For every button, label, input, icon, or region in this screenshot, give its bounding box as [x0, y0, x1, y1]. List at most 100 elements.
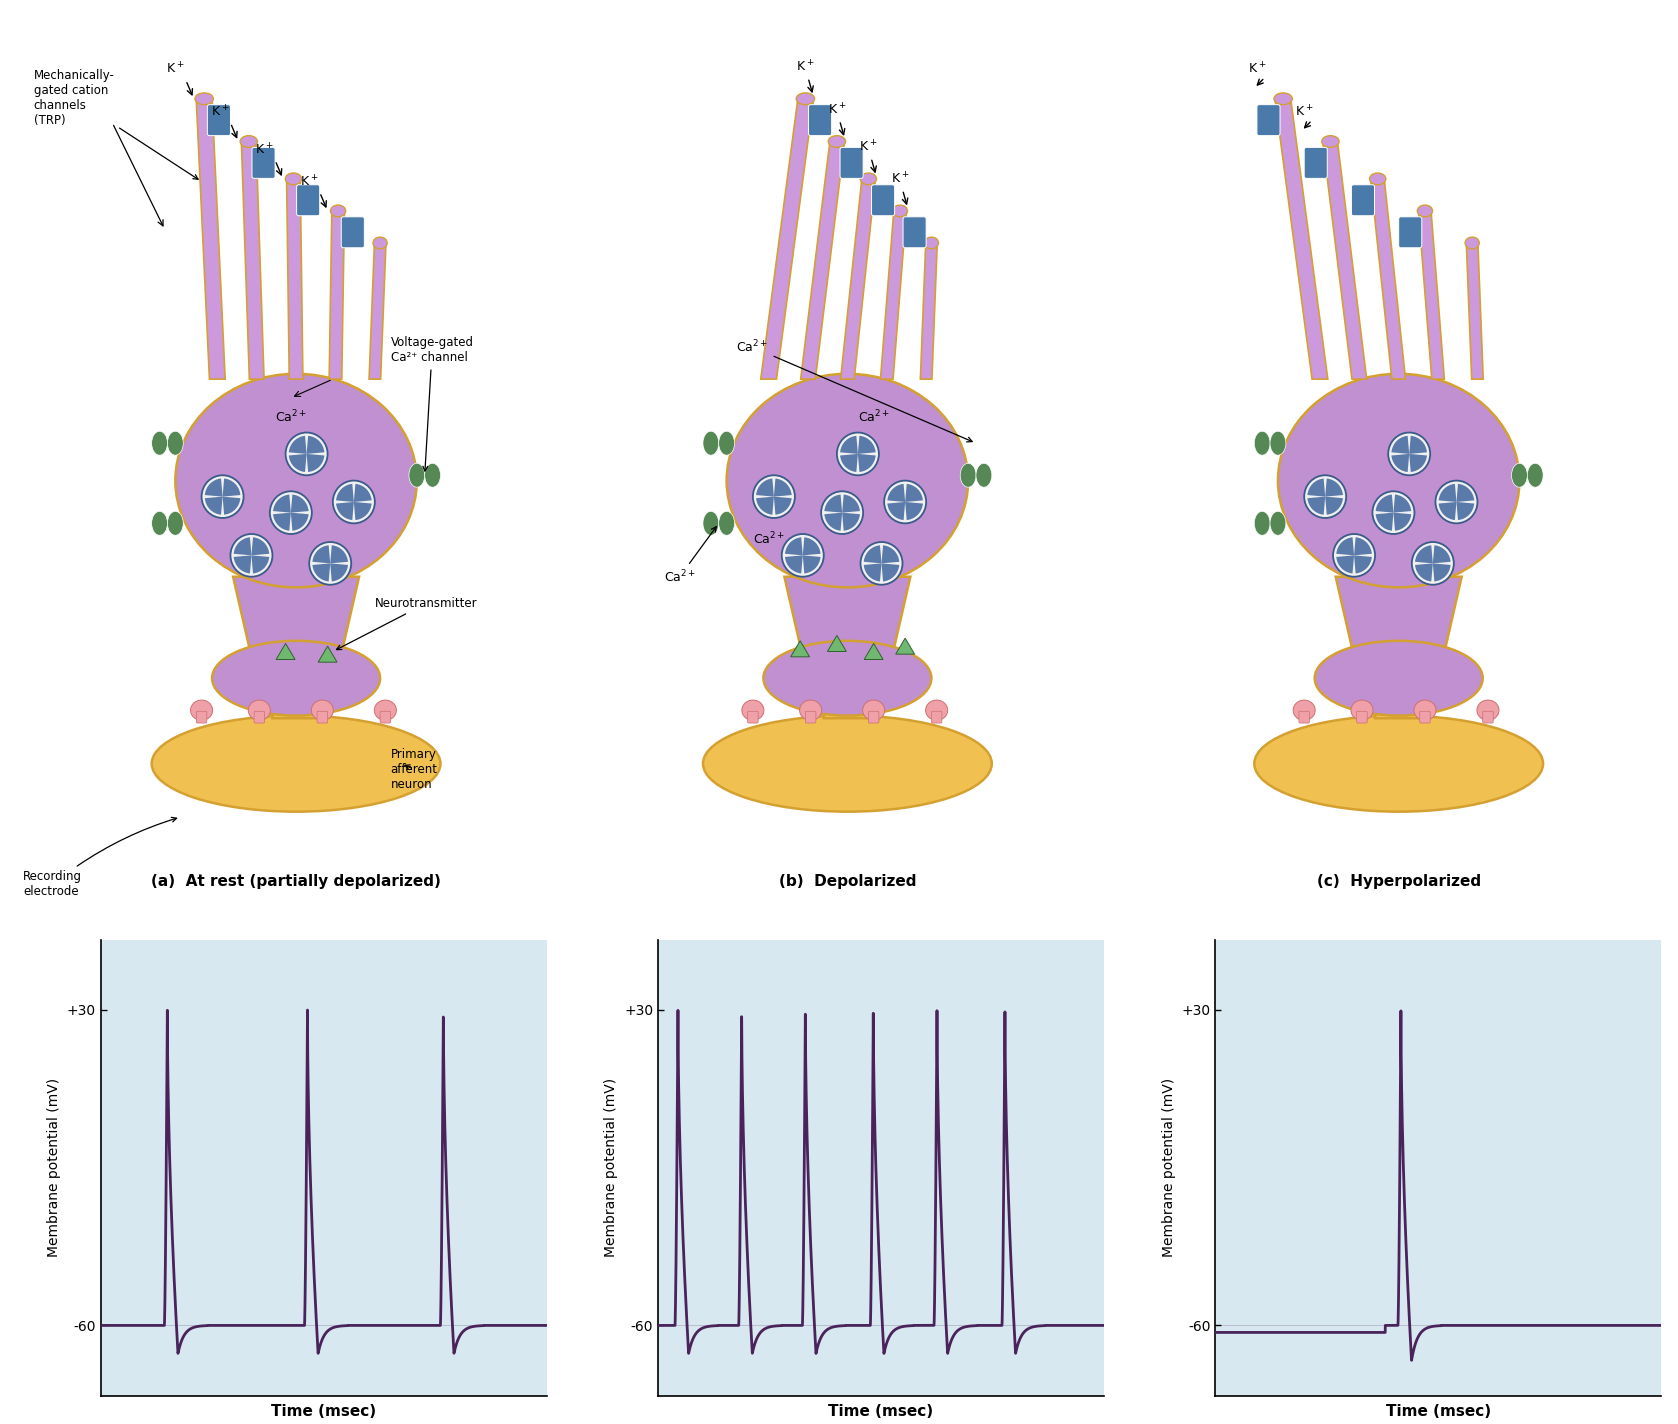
Wedge shape — [1393, 513, 1411, 531]
Text: $\mathrm{Ca^{2+}}$: $\mathrm{Ca^{2+}}$ — [663, 527, 717, 585]
Text: Neurotransmitter: Neurotransmitter — [337, 597, 478, 649]
Text: $\mathrm{Ca^{2+}}$: $\mathrm{Ca^{2+}}$ — [275, 409, 307, 424]
FancyBboxPatch shape — [297, 185, 320, 215]
FancyBboxPatch shape — [1483, 712, 1493, 723]
Ellipse shape — [425, 463, 441, 487]
Polygon shape — [827, 635, 846, 652]
Wedge shape — [1415, 564, 1433, 581]
Wedge shape — [1410, 454, 1426, 471]
FancyBboxPatch shape — [841, 148, 862, 178]
Polygon shape — [196, 101, 225, 379]
Wedge shape — [774, 497, 792, 514]
Ellipse shape — [861, 174, 876, 185]
Wedge shape — [252, 537, 268, 555]
Wedge shape — [274, 513, 290, 531]
Wedge shape — [336, 484, 354, 503]
Circle shape — [332, 481, 374, 524]
FancyBboxPatch shape — [1351, 185, 1374, 215]
Wedge shape — [331, 545, 347, 564]
Wedge shape — [205, 497, 223, 514]
Ellipse shape — [168, 511, 183, 535]
X-axis label: Time (msec): Time (msec) — [1386, 1404, 1490, 1418]
Wedge shape — [290, 513, 309, 531]
FancyBboxPatch shape — [1257, 105, 1280, 135]
Text: (b)  Depolarized: (b) Depolarized — [779, 873, 916, 889]
Wedge shape — [289, 454, 307, 471]
Wedge shape — [1326, 478, 1342, 497]
Text: $\mathrm{K^+}$: $\mathrm{K^+}$ — [1295, 104, 1314, 120]
Ellipse shape — [703, 431, 718, 456]
Ellipse shape — [977, 463, 992, 487]
FancyBboxPatch shape — [869, 712, 879, 723]
Wedge shape — [841, 436, 857, 454]
Wedge shape — [888, 484, 904, 503]
Wedge shape — [774, 478, 792, 497]
Wedge shape — [802, 555, 821, 574]
Wedge shape — [274, 494, 290, 513]
Wedge shape — [312, 564, 331, 581]
Ellipse shape — [1274, 93, 1292, 105]
Wedge shape — [1391, 454, 1410, 471]
Polygon shape — [277, 644, 295, 659]
Wedge shape — [205, 478, 223, 497]
Ellipse shape — [1418, 205, 1433, 216]
Ellipse shape — [703, 511, 718, 535]
FancyBboxPatch shape — [252, 148, 275, 178]
Circle shape — [270, 491, 312, 534]
Polygon shape — [920, 246, 938, 379]
Ellipse shape — [409, 463, 425, 487]
Text: $\mathrm{K^+}$: $\mathrm{K^+}$ — [211, 104, 230, 120]
Text: (a)  At rest (partially depolarized): (a) At rest (partially depolarized) — [151, 873, 441, 889]
Wedge shape — [252, 555, 268, 574]
Ellipse shape — [926, 701, 948, 721]
Ellipse shape — [248, 701, 270, 721]
Ellipse shape — [727, 373, 968, 587]
Wedge shape — [1307, 478, 1326, 497]
Wedge shape — [888, 503, 904, 520]
Wedge shape — [904, 503, 923, 520]
Ellipse shape — [285, 174, 302, 185]
FancyBboxPatch shape — [931, 712, 941, 723]
Wedge shape — [1438, 503, 1457, 520]
Ellipse shape — [1314, 641, 1483, 716]
Wedge shape — [842, 513, 859, 531]
Polygon shape — [864, 644, 883, 659]
Circle shape — [1304, 476, 1346, 518]
Text: $\mathrm{K^+}$: $\mathrm{K^+}$ — [859, 140, 878, 154]
Circle shape — [861, 543, 903, 585]
Wedge shape — [1438, 484, 1457, 503]
Polygon shape — [1467, 246, 1483, 379]
Wedge shape — [1326, 497, 1342, 514]
Polygon shape — [790, 641, 809, 656]
Ellipse shape — [1322, 135, 1339, 148]
Ellipse shape — [151, 715, 440, 812]
Ellipse shape — [373, 236, 388, 249]
Wedge shape — [307, 436, 324, 454]
Ellipse shape — [703, 715, 992, 812]
Polygon shape — [784, 577, 911, 656]
FancyBboxPatch shape — [809, 105, 832, 135]
Ellipse shape — [331, 205, 346, 216]
Wedge shape — [312, 545, 331, 564]
FancyBboxPatch shape — [903, 216, 926, 248]
Ellipse shape — [240, 135, 257, 148]
FancyBboxPatch shape — [748, 712, 758, 723]
Ellipse shape — [1369, 174, 1386, 185]
Ellipse shape — [312, 701, 334, 721]
Text: $\mathrm{K^+}$: $\mathrm{K^+}$ — [255, 142, 274, 157]
Wedge shape — [307, 454, 324, 471]
Wedge shape — [1354, 537, 1373, 555]
Wedge shape — [331, 564, 347, 581]
Wedge shape — [1391, 436, 1410, 454]
Wedge shape — [1376, 513, 1393, 531]
Ellipse shape — [763, 641, 931, 716]
Ellipse shape — [175, 373, 416, 587]
Ellipse shape — [925, 236, 938, 249]
FancyBboxPatch shape — [341, 216, 364, 248]
Wedge shape — [223, 478, 240, 497]
Polygon shape — [1275, 101, 1327, 379]
Ellipse shape — [191, 701, 213, 721]
FancyBboxPatch shape — [196, 712, 206, 723]
Text: $\mathrm{K^+}$: $\mathrm{K^+}$ — [166, 61, 185, 77]
Circle shape — [201, 476, 243, 518]
